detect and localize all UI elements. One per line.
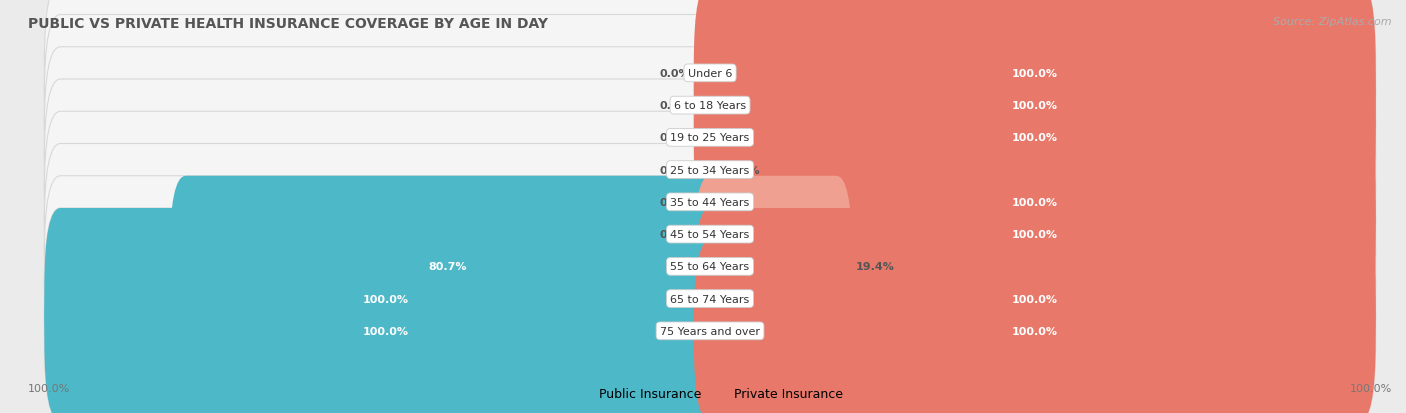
FancyBboxPatch shape bbox=[693, 209, 1375, 389]
Text: Under 6: Under 6 bbox=[688, 69, 733, 78]
FancyBboxPatch shape bbox=[45, 112, 1375, 293]
Text: 100.0%: 100.0% bbox=[363, 326, 408, 336]
Text: 100.0%: 100.0% bbox=[363, 294, 408, 304]
Text: 0.0%: 0.0% bbox=[659, 230, 690, 240]
FancyBboxPatch shape bbox=[693, 112, 1375, 293]
Text: 100.0%: 100.0% bbox=[1012, 197, 1057, 207]
FancyBboxPatch shape bbox=[693, 15, 1375, 196]
Text: 0.0%: 0.0% bbox=[659, 69, 690, 78]
FancyBboxPatch shape bbox=[45, 47, 1375, 228]
Text: 25 to 34 Years: 25 to 34 Years bbox=[671, 165, 749, 175]
Text: 35 to 44 Years: 35 to 44 Years bbox=[671, 197, 749, 207]
Text: 75 Years and over: 75 Years and over bbox=[659, 326, 761, 336]
FancyBboxPatch shape bbox=[693, 144, 1375, 325]
Text: 19 to 25 Years: 19 to 25 Years bbox=[671, 133, 749, 143]
Text: 100.0%: 100.0% bbox=[1012, 133, 1057, 143]
Text: 0.0%: 0.0% bbox=[659, 197, 690, 207]
Text: 19.4%: 19.4% bbox=[855, 262, 894, 272]
FancyBboxPatch shape bbox=[170, 176, 727, 357]
FancyBboxPatch shape bbox=[693, 0, 1375, 164]
Text: 100.0%: 100.0% bbox=[1012, 101, 1057, 111]
FancyBboxPatch shape bbox=[45, 241, 727, 413]
Text: 100.0%: 100.0% bbox=[1012, 69, 1057, 78]
Text: 100.0%: 100.0% bbox=[1350, 383, 1392, 393]
Text: 100.0%: 100.0% bbox=[1012, 294, 1057, 304]
FancyBboxPatch shape bbox=[693, 47, 1375, 228]
FancyBboxPatch shape bbox=[45, 80, 1375, 261]
Text: 65 to 74 Years: 65 to 74 Years bbox=[671, 294, 749, 304]
FancyBboxPatch shape bbox=[45, 144, 1375, 325]
Text: 55 to 64 Years: 55 to 64 Years bbox=[671, 262, 749, 272]
Text: 100.0%: 100.0% bbox=[1012, 230, 1057, 240]
Text: 0.0%: 0.0% bbox=[659, 133, 690, 143]
Text: Source: ZipAtlas.com: Source: ZipAtlas.com bbox=[1274, 17, 1392, 26]
FancyBboxPatch shape bbox=[45, 209, 1375, 389]
FancyBboxPatch shape bbox=[45, 209, 727, 389]
Text: 0.0%: 0.0% bbox=[659, 101, 690, 111]
Legend: Public Insurance, Private Insurance: Public Insurance, Private Insurance bbox=[574, 384, 846, 404]
Text: 0.0%: 0.0% bbox=[730, 165, 761, 175]
Text: PUBLIC VS PRIVATE HEALTH INSURANCE COVERAGE BY AGE IN DAY: PUBLIC VS PRIVATE HEALTH INSURANCE COVER… bbox=[28, 17, 548, 31]
Text: 45 to 54 Years: 45 to 54 Years bbox=[671, 230, 749, 240]
FancyBboxPatch shape bbox=[693, 176, 852, 357]
Text: 6 to 18 Years: 6 to 18 Years bbox=[673, 101, 747, 111]
FancyBboxPatch shape bbox=[45, 0, 1375, 164]
FancyBboxPatch shape bbox=[45, 176, 1375, 357]
FancyBboxPatch shape bbox=[45, 15, 1375, 196]
Text: 100.0%: 100.0% bbox=[1012, 326, 1057, 336]
Text: 80.7%: 80.7% bbox=[429, 262, 467, 272]
FancyBboxPatch shape bbox=[45, 241, 1375, 413]
Text: 0.0%: 0.0% bbox=[659, 165, 690, 175]
FancyBboxPatch shape bbox=[693, 241, 1375, 413]
Text: 100.0%: 100.0% bbox=[28, 383, 70, 393]
